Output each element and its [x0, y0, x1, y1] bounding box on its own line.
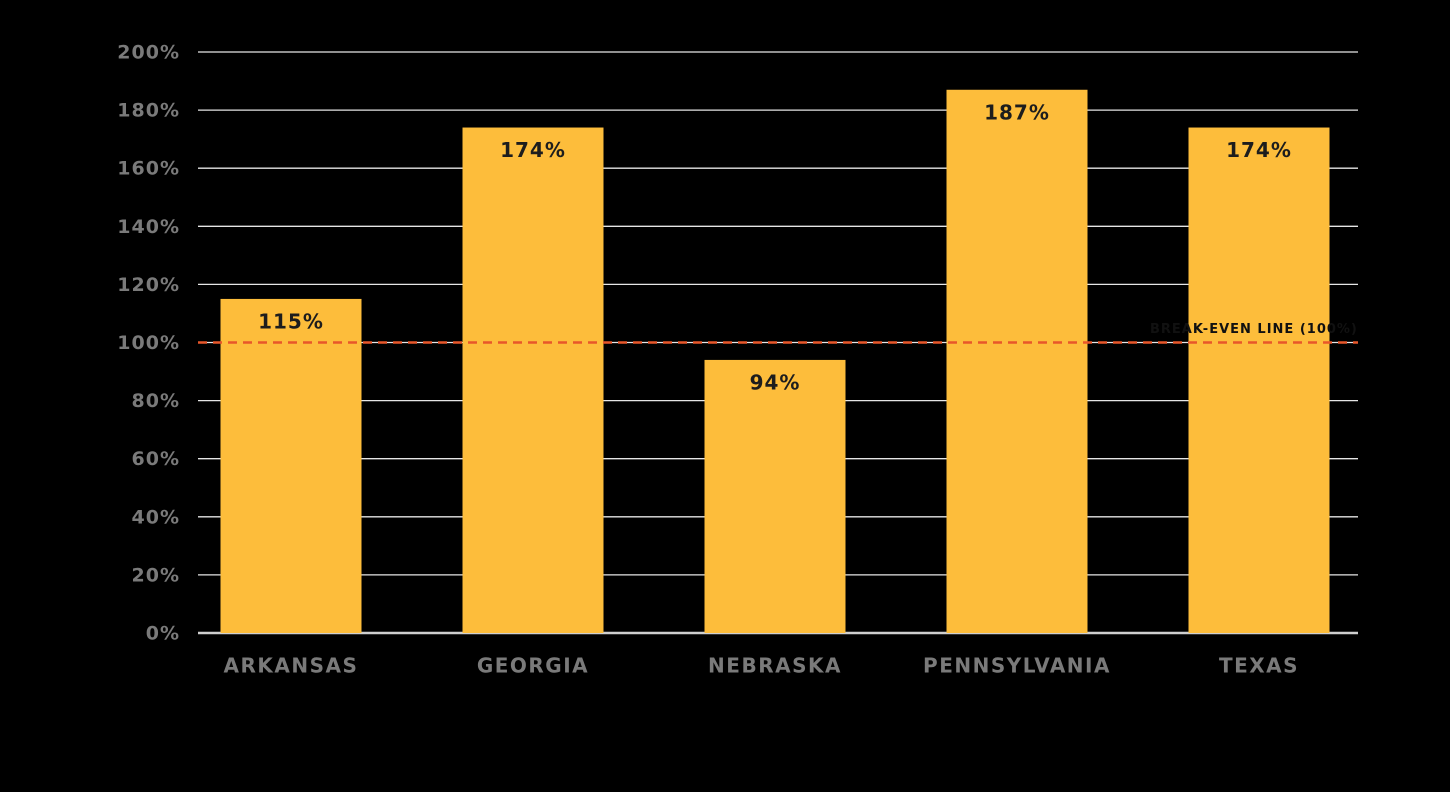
value-label: 174% [1226, 138, 1292, 162]
x-tick-label: PENNSYLVANIA [923, 654, 1111, 678]
y-tick-label: 20% [132, 564, 180, 586]
y-tick-label: 200% [117, 42, 180, 64]
y-tick-label: 60% [132, 448, 180, 470]
value-label: 94% [750, 370, 801, 394]
bar [704, 359, 846, 633]
x-tick-label: GEORGIA [477, 654, 589, 678]
y-tick-label: 100% [117, 332, 180, 354]
x-tick-label: TEXAS [1219, 654, 1299, 678]
reference-label: BREAK-EVEN LINE (100%) [1150, 322, 1358, 337]
bar [220, 298, 362, 633]
bar [1188, 127, 1330, 633]
value-label: 187% [984, 100, 1050, 124]
bar [462, 127, 604, 633]
x-tick-label: NEBRASKA [708, 654, 842, 678]
y-tick-label: 160% [117, 158, 180, 180]
x-tick-label: ARKANSAS [224, 654, 359, 678]
value-label: 174% [500, 138, 566, 162]
value-label: 115% [258, 309, 324, 333]
y-tick-label: 120% [117, 274, 180, 296]
y-tick-label: 0% [146, 623, 180, 645]
y-tick-label: 140% [117, 216, 180, 238]
y-tick-label: 80% [132, 390, 180, 412]
y-tick-label: 180% [117, 100, 180, 122]
y-tick-label: 40% [132, 506, 180, 528]
bar [946, 89, 1088, 633]
